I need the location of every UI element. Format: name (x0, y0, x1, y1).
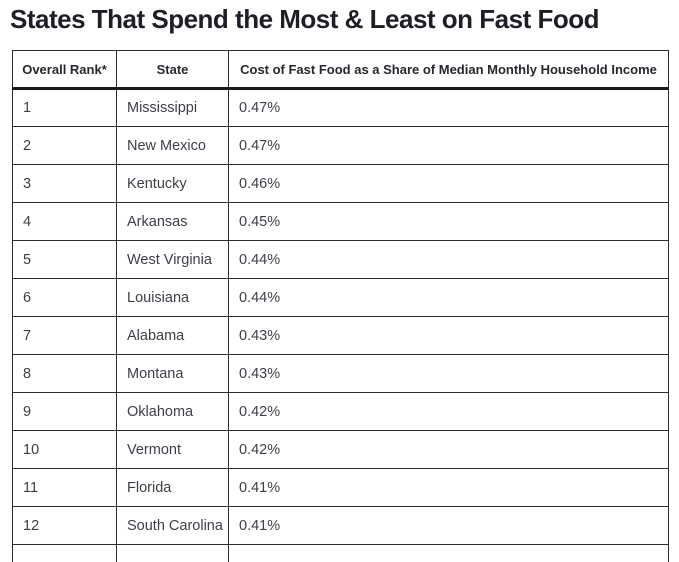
state-cell: Vermont (116, 430, 229, 469)
state-cell: New Mexico (116, 126, 229, 165)
value-cell: 0.42% (228, 430, 669, 469)
rank-cell: 4 (12, 202, 117, 241)
rank-cell: 9 (12, 392, 117, 431)
value-cell: 0.47% (228, 88, 669, 127)
empty-cell (12, 544, 117, 562)
rank-cell: 3 (12, 164, 117, 203)
column-header-state: State (116, 50, 229, 90)
value-cell: 0.41% (228, 506, 669, 545)
table-row: 7 Alabama 0.43% (12, 316, 669, 355)
fast-food-spending-table: Overall Rank* State Cost of Fast Food as… (12, 50, 669, 562)
value-cell: 0.47% (228, 126, 669, 165)
table-row: 3 Kentucky 0.46% (12, 164, 669, 203)
table-row: 1 Mississippi 0.47% (12, 88, 669, 127)
rank-cell: 6 (12, 278, 117, 317)
page-title: States That Spend the Most & Least on Fa… (10, 4, 600, 34)
value-cell: 0.44% (228, 240, 669, 279)
value-cell: 0.41% (228, 468, 669, 507)
column-header-overall-rank: Overall Rank* (12, 50, 117, 90)
table-header-row: Overall Rank* State Cost of Fast Food as… (12, 50, 669, 90)
rank-cell: 10 (12, 430, 117, 469)
state-cell: Alabama (116, 316, 229, 355)
value-cell: 0.43% (228, 354, 669, 393)
table-row-clipped (12, 544, 669, 562)
table-row: 4 Arkansas 0.45% (12, 202, 669, 241)
rank-cell: 8 (12, 354, 117, 393)
state-cell: Arkansas (116, 202, 229, 241)
rank-cell: 1 (12, 88, 117, 127)
rank-cell: 11 (12, 468, 117, 507)
rank-cell: 7 (12, 316, 117, 355)
state-cell: Florida (116, 468, 229, 507)
value-cell: 0.46% (228, 164, 669, 203)
rank-cell: 5 (12, 240, 117, 279)
table-row: 2 New Mexico 0.47% (12, 126, 669, 165)
rank-cell: 12 (12, 506, 117, 545)
table-body: 1 Mississippi 0.47% 2 New Mexico 0.47% 3 Kentuc… (12, 88, 669, 562)
state-cell: Montana (116, 354, 229, 393)
rank-cell: 2 (12, 126, 117, 165)
table-row: 9 Oklahoma 0.42% (12, 392, 669, 431)
value-cell: 0.45% (228, 202, 669, 241)
state-cell: South Carolina (116, 506, 229, 545)
table-row: 8 Montana 0.43% (12, 354, 669, 393)
table-row: 6 Louisiana 0.44% (12, 278, 669, 317)
table-row: 10 Vermont 0.42% (12, 430, 669, 469)
table-row: 12 South Carolina 0.41% (12, 506, 669, 545)
state-cell: Louisiana (116, 278, 229, 317)
value-cell: 0.44% (228, 278, 669, 317)
empty-cell (228, 544, 669, 562)
state-cell: West Virginia (116, 240, 229, 279)
table-header: Overall Rank* State Cost of Fast Food as… (12, 50, 669, 90)
state-cell: Mississippi (116, 88, 229, 127)
state-cell: Oklahoma (116, 392, 229, 431)
empty-cell (116, 544, 229, 562)
value-cell: 0.42% (228, 392, 669, 431)
column-header-cost-share: Cost of Fast Food as a Share of Median M… (228, 50, 669, 90)
table-row: 11 Florida 0.41% (12, 468, 669, 507)
state-cell: Kentucky (116, 164, 229, 203)
table-row: 5 West Virginia 0.44% (12, 240, 669, 279)
value-cell: 0.43% (228, 316, 669, 355)
